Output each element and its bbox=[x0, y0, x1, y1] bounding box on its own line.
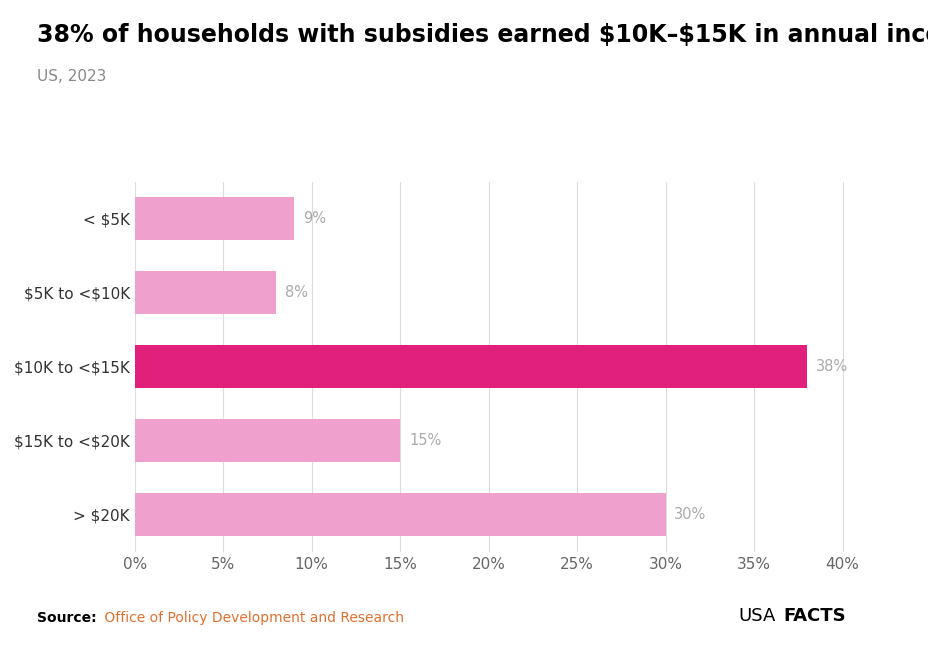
Text: Source:: Source: bbox=[37, 611, 97, 625]
Text: 38% of households with subsidies earned \$10K–\$15K in annual income.: 38% of households with subsidies earned … bbox=[37, 23, 928, 47]
Bar bbox=[135, 272, 276, 314]
Text: 38%: 38% bbox=[815, 360, 847, 374]
Text: FACTS: FACTS bbox=[782, 607, 844, 625]
Text: USA: USA bbox=[738, 607, 775, 625]
Text: 8%: 8% bbox=[285, 286, 308, 300]
Bar bbox=[135, 346, 806, 388]
Text: Office of Policy Development and Research: Office of Policy Development and Researc… bbox=[100, 611, 404, 625]
Bar bbox=[135, 494, 664, 536]
Bar bbox=[135, 198, 293, 240]
Bar bbox=[135, 420, 400, 462]
Text: 15%: 15% bbox=[408, 434, 441, 448]
Text: 9%: 9% bbox=[303, 212, 326, 226]
Text: 30%: 30% bbox=[674, 508, 706, 522]
Text: US, 2023: US, 2023 bbox=[37, 69, 107, 85]
